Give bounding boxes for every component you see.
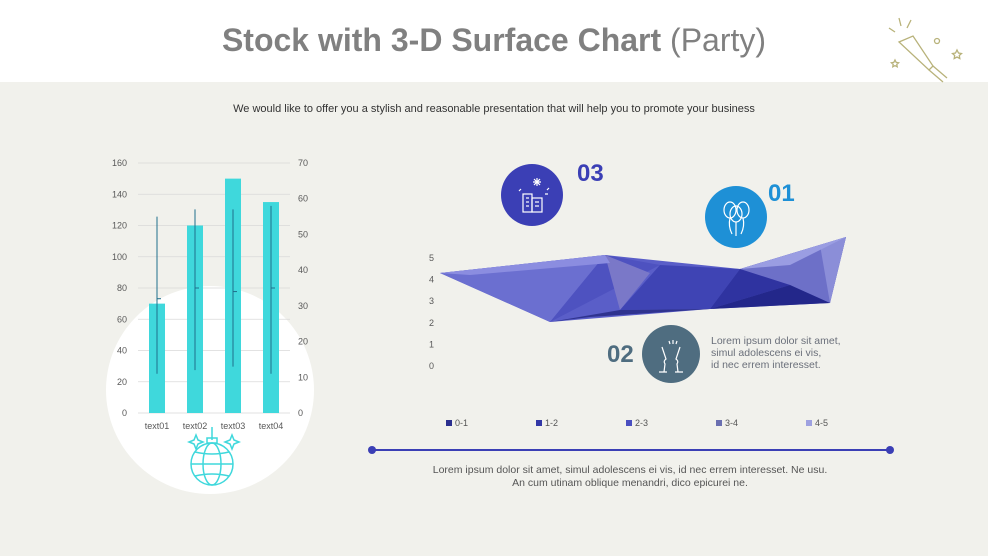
legend-label: 3-4 bbox=[725, 418, 739, 428]
y2-tick-label: 40 bbox=[298, 265, 308, 275]
y-tick-label: 60 bbox=[117, 314, 127, 324]
item-number-02: 02 bbox=[607, 341, 634, 368]
surface-y-tick-label: 4 bbox=[429, 275, 434, 285]
surface-y-tick-label: 3 bbox=[429, 296, 434, 306]
legend-label: 4-5 bbox=[815, 418, 829, 428]
surface-y-tick-label: 2 bbox=[429, 318, 434, 328]
y-tick-label: 80 bbox=[117, 283, 127, 293]
y2-tick-label: 60 bbox=[298, 194, 308, 204]
building-fireworks-icon bbox=[501, 164, 563, 226]
x-tick-label: text01 bbox=[145, 421, 170, 431]
item-number-03: 03 bbox=[577, 160, 604, 187]
balloons-icon bbox=[705, 186, 767, 248]
y2-tick-label: 20 bbox=[298, 337, 308, 347]
legend-label: 2-3 bbox=[635, 418, 649, 428]
champagne-toast-icon bbox=[642, 325, 700, 383]
surface-y-tick-label: 5 bbox=[429, 253, 434, 263]
surface-chart: 0 1 2 3 4 5 bbox=[429, 237, 846, 371]
y-tick-label: 0 bbox=[122, 408, 127, 418]
legend-entry: 2-3 bbox=[626, 418, 648, 428]
legend-label: 1-2 bbox=[545, 418, 559, 428]
legend-swatch bbox=[446, 420, 452, 426]
legend-swatch bbox=[536, 420, 542, 426]
page-title: Stock with 3-D Surface Chart (Party) bbox=[221, 22, 767, 58]
x-tick-label: text02 bbox=[183, 421, 208, 431]
item-number-01: 01 bbox=[768, 180, 795, 207]
y-tick-label: 20 bbox=[117, 377, 127, 387]
y2-tick-label: 0 bbox=[298, 408, 303, 418]
subtitle: We would like to offer you a stylish and… bbox=[233, 103, 755, 115]
legend-entry: 1-2 bbox=[536, 418, 558, 428]
party-horn-icon bbox=[888, 17, 963, 83]
y2-tick-label: 70 bbox=[298, 158, 308, 168]
x-tick-label: text03 bbox=[221, 421, 246, 431]
legend-label: 0-1 bbox=[455, 418, 469, 428]
legend-entry: 3-4 bbox=[716, 418, 738, 428]
header-band bbox=[0, 0, 988, 82]
surface-y-tick-label: 0 bbox=[429, 361, 434, 371]
surface-area bbox=[440, 237, 846, 322]
y-tick-label: 40 bbox=[117, 346, 127, 356]
legend-entry: 4-5 bbox=[806, 418, 828, 428]
disco-ball-icon bbox=[186, 427, 242, 486]
y-tick-label: 160 bbox=[112, 158, 127, 168]
y2-tick-label: 50 bbox=[298, 229, 308, 239]
legend-entry: 0-1 bbox=[446, 418, 468, 428]
y2-tick-label: 10 bbox=[298, 372, 308, 382]
legend-swatch bbox=[626, 420, 632, 426]
y-tick-label: 120 bbox=[112, 221, 127, 231]
y2-tick-label: 30 bbox=[298, 301, 308, 311]
stock-bar-chart: 0 20 40 60 80 100 120 140 160 0 10 20 30 40 50 60 70 tex… bbox=[106, 158, 314, 494]
item-description: Lorem ipsum dolor sit amet, simul adoles… bbox=[711, 335, 841, 371]
legend-swatch bbox=[716, 420, 722, 426]
x-tick-label: text04 bbox=[259, 421, 284, 431]
legend-swatch bbox=[806, 420, 812, 426]
surface-y-tick-label: 1 bbox=[429, 339, 434, 349]
bottom-description: Lorem ipsum dolor sit amet, simul adoles… bbox=[432, 464, 828, 489]
y-tick-label: 140 bbox=[112, 189, 127, 199]
chart-backdrop-circle bbox=[106, 286, 314, 494]
divider-line bbox=[368, 446, 894, 454]
y-tick-label: 100 bbox=[112, 252, 127, 262]
